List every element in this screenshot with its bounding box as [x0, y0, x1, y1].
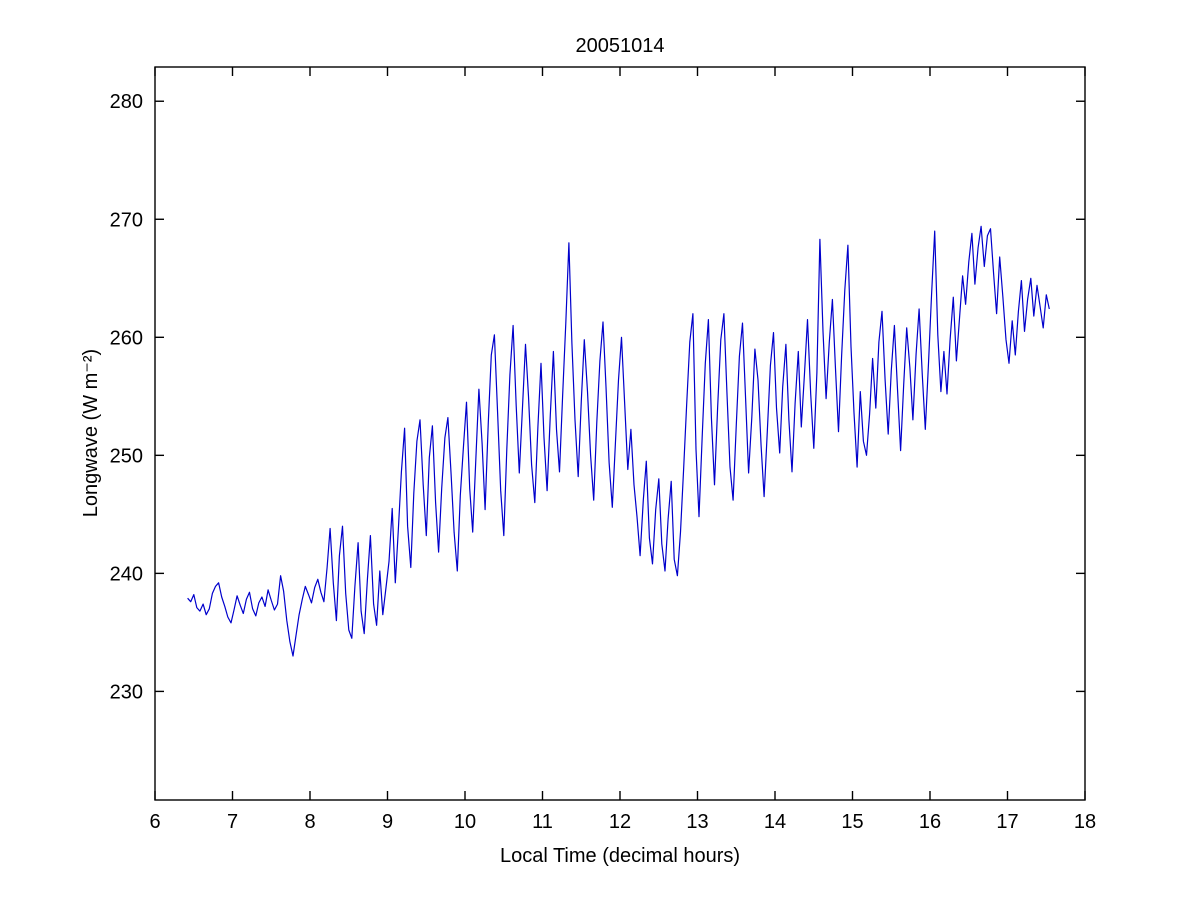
x-tick-label: 16 [919, 811, 941, 833]
x-tick-label: 9 [382, 811, 393, 833]
y-tick-label: 270 [110, 209, 143, 231]
y-tick-label: 260 [110, 327, 143, 349]
y-tick-label: 230 [110, 681, 143, 703]
x-tick-label: 18 [1074, 811, 1096, 833]
longwave-line [187, 225, 1050, 657]
x-tick-label: 14 [764, 811, 786, 833]
y-axis-label: Longwave (W m⁻²) [80, 349, 102, 517]
x-axis-ticks [154, 67, 1086, 800]
plot-box [154, 66, 1086, 801]
data-series [187, 225, 1050, 657]
y-tick-label: 280 [110, 91, 143, 113]
chart-title: 20051014 [576, 35, 665, 57]
x-tick-label: 6 [149, 811, 160, 833]
x-tick-label: 7 [227, 811, 238, 833]
x-tick-label: 12 [609, 811, 631, 833]
x-tick-label: 13 [686, 811, 708, 833]
x-tick-label: 8 [304, 811, 315, 833]
y-axis-tick-labels: 230 240 250 260 270 280 [110, 91, 143, 703]
x-tick-label: 10 [454, 811, 476, 833]
y-tick-label: 250 [110, 445, 143, 467]
x-tick-label: 15 [841, 811, 863, 833]
x-tick-label: 11 [532, 811, 553, 833]
y-axis-ticks [155, 100, 1085, 693]
y-tick-label: 240 [110, 563, 143, 585]
x-axis-tick-labels: 6 7 8 9 10 11 12 13 14 15 16 17 18 [149, 811, 1096, 833]
x-axis-label: Local Time (decimal hours) [500, 845, 740, 867]
x-tick-label: 17 [996, 811, 1018, 833]
